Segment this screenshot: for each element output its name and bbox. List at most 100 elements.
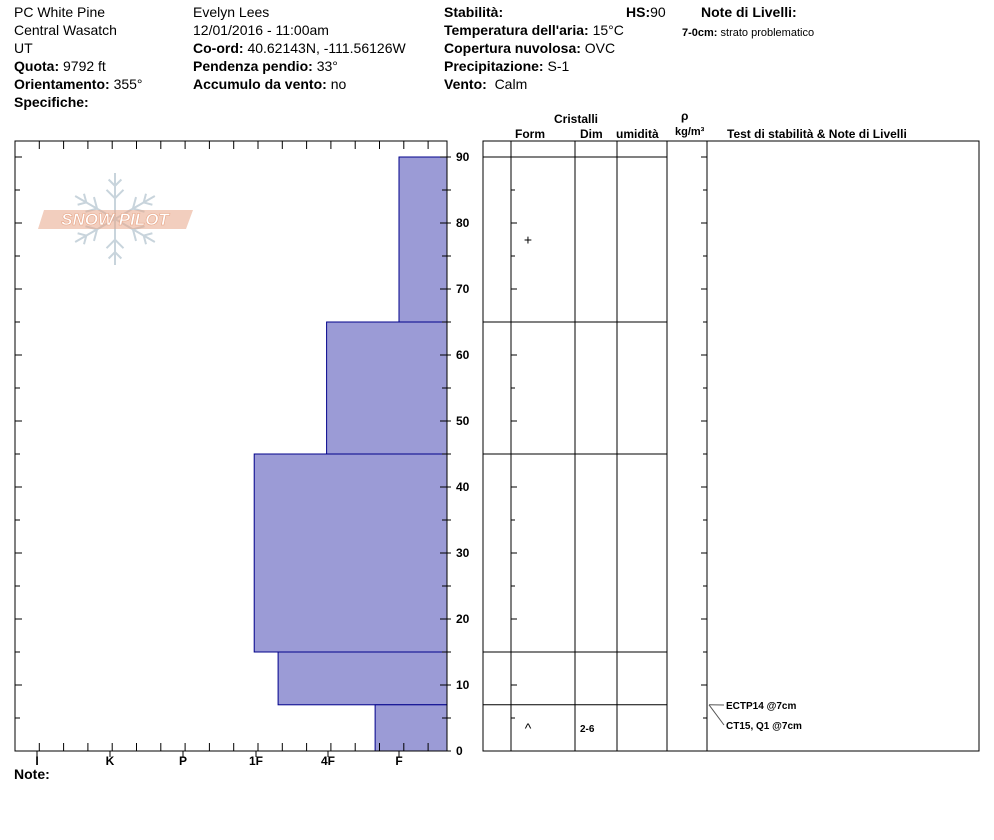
grain-forms: +^	[524, 232, 532, 736]
cloud-cover: Copertura nuvolosa: OVC	[444, 40, 615, 56]
grain-sizes: 2-6	[580, 724, 595, 735]
depth-labels: 0 10 20 30 40 50 60 70 80 90	[456, 150, 470, 758]
snowpilot-logo: SNOW PILOT	[38, 173, 193, 265]
slope-value: 33°	[316, 58, 338, 74]
hardness-label-1F: 1F	[249, 754, 263, 768]
snowflake-branch-4-0-1	[93, 229, 99, 242]
crystals-header: Cristalli	[554, 112, 599, 126]
depth-label-70: 70	[456, 282, 470, 296]
table-columns	[510, 141, 708, 751]
hardness-label-F: F	[395, 754, 402, 768]
snowflake-branch-0-0-1	[105, 189, 116, 200]
depth-label-80: 80	[456, 216, 470, 230]
depth-label-30: 30	[456, 546, 470, 560]
snowflake-branch-1-1-1	[142, 193, 147, 203]
logo-banner	[38, 210, 193, 229]
rho-header: ρ	[681, 109, 689, 123]
snowflake-branch-0-0-0	[114, 189, 125, 200]
cloud-label: Copertura nuvolosa:	[444, 40, 581, 56]
hardness-labels: I K P 1F 4F F	[35, 754, 402, 768]
snowflake-branch-2-1-1	[143, 232, 153, 237]
snowflake-branch-3-0-1	[114, 238, 125, 249]
aspect: Orientamento: 355°	[14, 76, 143, 92]
depth-label-50: 50	[456, 414, 470, 428]
air-temp-value: 15°C	[592, 22, 624, 38]
hardness-bar-0	[398, 156, 448, 323]
wind-label: Vento:	[444, 76, 487, 92]
snowflake-branch-2-1-0	[142, 235, 147, 245]
hardness-label-I: I	[35, 754, 38, 768]
range: Central Wasatch	[14, 22, 117, 38]
notes-label: Note:	[14, 766, 50, 782]
grain-form-0: +	[524, 232, 532, 248]
wind: Vento: Calm	[444, 76, 527, 92]
wind-loading: Accumulo da vento: no	[193, 76, 346, 92]
table-depth-ticks	[511, 156, 707, 719]
coordinates: Co-ord: 40.62143N, -111.56126W	[193, 40, 406, 56]
layer-note-text: strato problematico	[720, 27, 815, 39]
snowflake-branch-5-1-0	[83, 193, 88, 203]
depth-label-90: 90	[456, 150, 470, 164]
density-unit-header: kg/m³	[675, 126, 705, 138]
aspect-label: Orientamento:	[14, 76, 110, 92]
snowflake-branch-0-1-1	[107, 178, 116, 187]
layer-note-depth: 7-0cm:	[682, 27, 718, 39]
wind-loading-value: no	[330, 76, 347, 92]
snowflake-branch-3-0-0	[105, 238, 116, 249]
air-temp-label: Temperatura dell'aria:	[444, 22, 589, 38]
elevation: Quota: 9792 ft	[14, 58, 106, 74]
wind-loading-label: Accumulo da vento:	[193, 76, 327, 92]
snowflake-branch-1-0-1	[131, 196, 137, 209]
layer-notes-label: Note di Livelli:	[701, 4, 797, 20]
hardness-label-K: K	[106, 754, 115, 768]
snowflake-branch-3-1-1	[114, 251, 123, 260]
observer: Evelyn Lees	[193, 4, 270, 20]
snowflake-branch-2-0-0	[131, 229, 137, 242]
snowflake-branch-5-1-1	[77, 201, 87, 206]
depth-label-40: 40	[456, 480, 470, 494]
hs-value: 90	[650, 4, 666, 20]
hardness-ticks	[14, 141, 451, 757]
stability-label: Stabilità:	[444, 4, 504, 20]
cloud-value: OVC	[584, 40, 616, 56]
hs-label: HS:	[626, 4, 651, 20]
datetime: 12/01/2016 - 11:00am	[193, 22, 329, 38]
snowflake-branch-3-1-0	[107, 251, 116, 260]
precip-label: Precipitazione:	[444, 58, 544, 74]
state: UT	[14, 40, 33, 56]
elevation-label: Quota:	[14, 58, 60, 74]
hardness-bar-1	[326, 321, 448, 455]
slope-label: Pendenza pendio:	[193, 58, 313, 74]
hardness-bar-2	[253, 453, 448, 653]
form-header: Form	[515, 127, 545, 141]
stability-tests: ECTP14 @7cm CT15, Q1 @7cm	[708, 701, 802, 732]
size-header: Dim	[580, 127, 603, 141]
stability-leader-1	[708, 704, 725, 726]
stability-test-0: ECTP14 @7cm	[726, 701, 796, 712]
specifics-label: Specifiche:	[14, 94, 89, 110]
logo-text: SNOW PILOT	[61, 210, 170, 229]
snowflake-branch-1-1-0	[143, 201, 153, 206]
precipitation: Precipitazione: S-1	[444, 58, 569, 74]
aspect-value: 355°	[113, 76, 143, 92]
elevation-value: 9792 ft	[63, 58, 106, 74]
depth-label-10: 10	[456, 678, 470, 692]
grain-size-0: 2-6	[580, 724, 595, 735]
moisture-header: umidità	[616, 127, 659, 141]
stability-notes-header: Test di stabilità & Note di Livelli	[727, 127, 907, 141]
snowflake-branch-4-1-0	[77, 232, 87, 237]
precip-value: S-1	[547, 58, 570, 74]
hardness-bar-4	[374, 704, 448, 752]
depth-label-0: 0	[456, 744, 463, 758]
hardness-bar-3	[277, 651, 448, 706]
hardness-layers	[253, 156, 448, 752]
coord-value: 40.62143N, -111.56126W	[247, 40, 406, 56]
depth-label-60: 60	[456, 348, 470, 362]
depth-label-20: 20	[456, 612, 470, 626]
hardness-plot-frame	[14, 140, 448, 752]
coord-label: Co-ord:	[193, 40, 244, 56]
snowflake-branch-0-1-0	[114, 178, 123, 187]
wind-value: Calm	[494, 76, 528, 92]
layer-note: 7-0cm: strato problematico	[682, 25, 814, 41]
